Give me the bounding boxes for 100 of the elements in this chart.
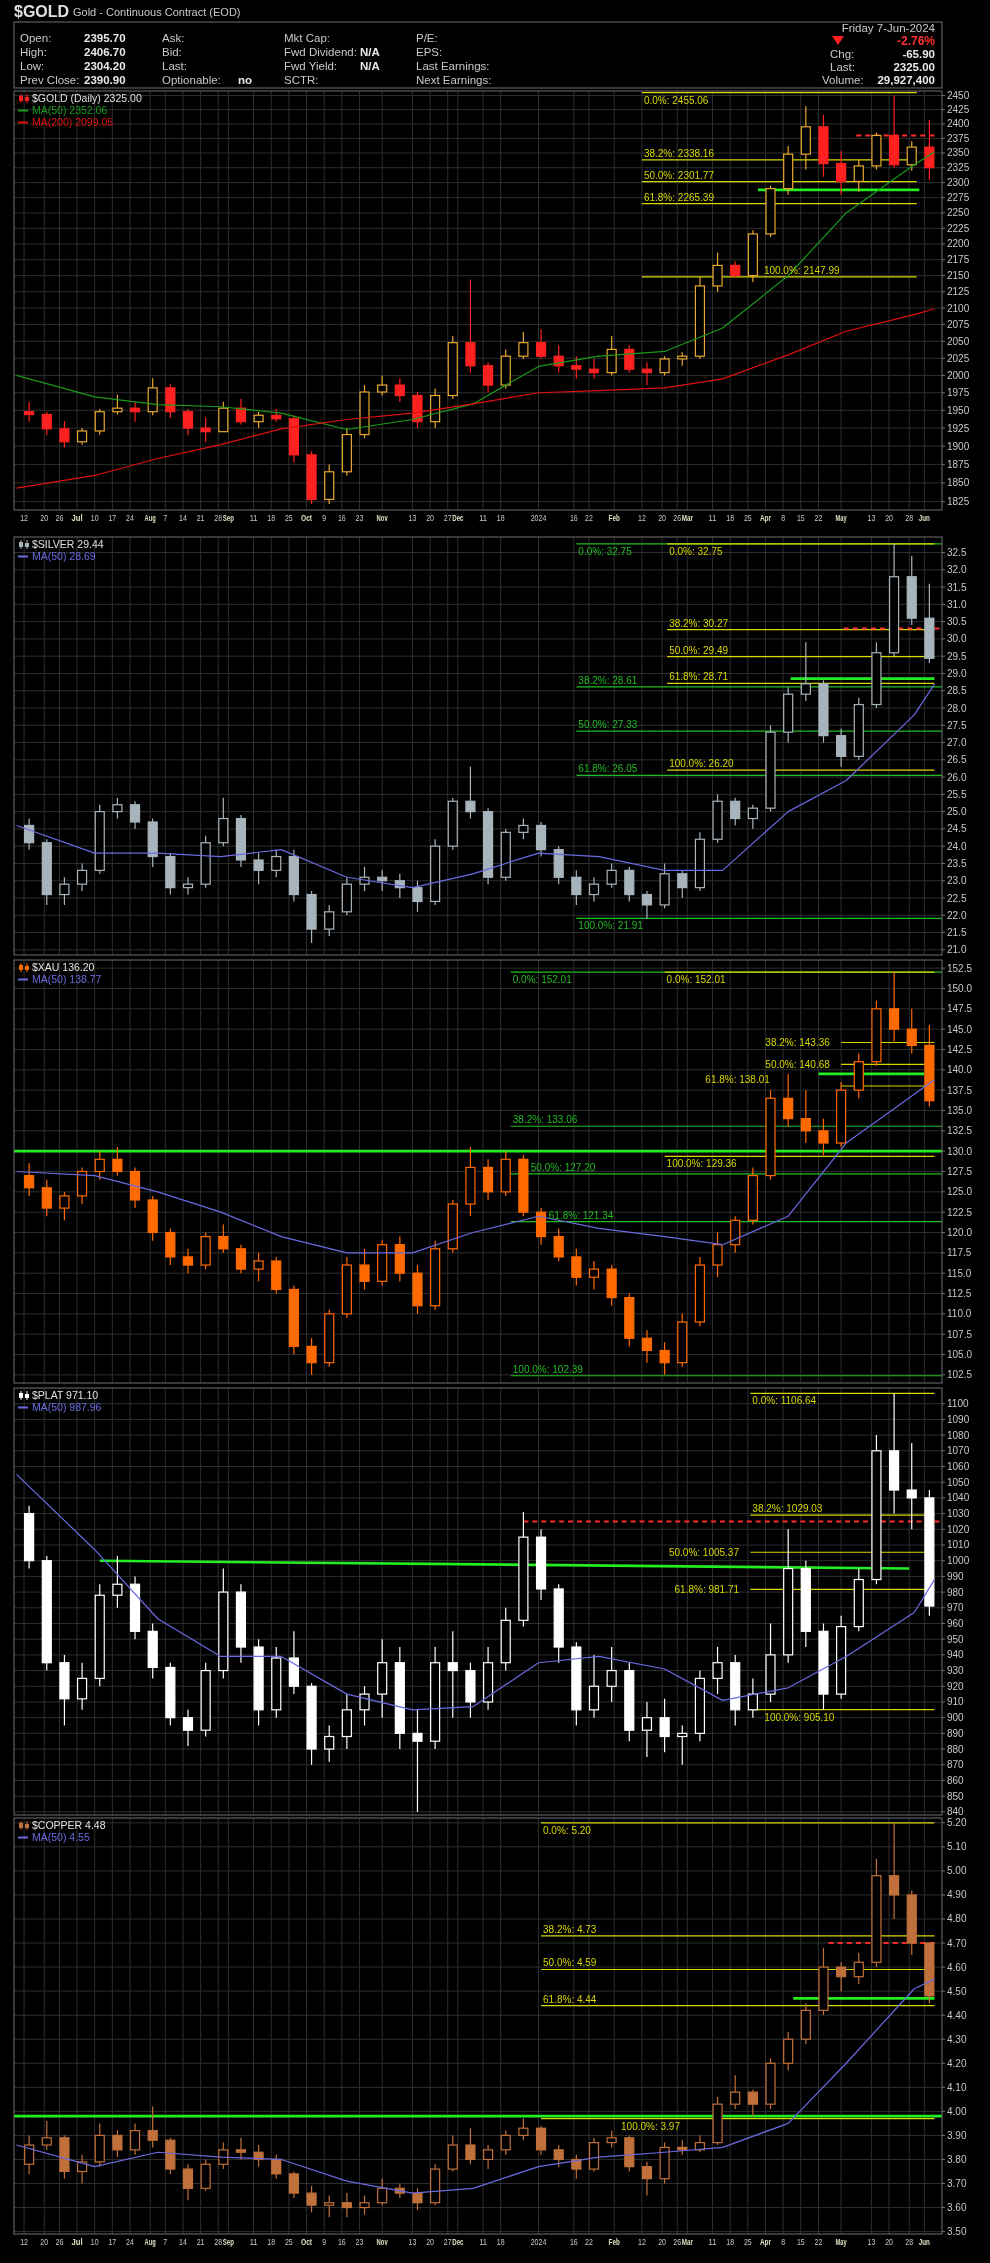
series-label: 38.2%: 4.73 bbox=[543, 1923, 597, 1935]
y-tick-label: 2400 bbox=[947, 118, 970, 130]
x-tick-label: 24 bbox=[126, 2237, 137, 2247]
y-tick-label: 950 bbox=[947, 1633, 965, 1645]
x-tick-label: 2024 bbox=[530, 2237, 551, 2247]
x-tick-label: 28 bbox=[905, 2237, 916, 2247]
y-tick-label: 1950 bbox=[947, 404, 970, 416]
y-tick-label: 4.50 bbox=[947, 1985, 967, 1997]
y-tick-label: 27.0 bbox=[947, 737, 967, 749]
y-tick-label: 910 bbox=[947, 1696, 965, 1708]
x-tick-label: May bbox=[835, 2237, 854, 2247]
text: Open: 2395.70 bbox=[20, 32, 126, 44]
y-tick-label: 23.0 bbox=[947, 875, 967, 887]
x-tick-label: 23 bbox=[355, 513, 366, 523]
y-tick-label: 2225 bbox=[947, 222, 970, 234]
x-tick-label: Mar bbox=[681, 513, 698, 523]
legend-label: MA(50) 138.77 bbox=[32, 973, 102, 985]
y-tick-label: 1100 bbox=[947, 1398, 969, 1410]
series-label: 0.0%: 5.20 bbox=[543, 1824, 592, 1836]
y-tick-label: 29.0 bbox=[947, 667, 967, 679]
x-tick-label: Apr bbox=[759, 2237, 776, 2247]
y-tick-label: 4.30 bbox=[947, 2033, 967, 2045]
y-tick-label: 3.50 bbox=[947, 2226, 967, 2238]
y-tick-label: 1050 bbox=[947, 1476, 970, 1488]
text: EPS: bbox=[416, 46, 443, 58]
y-tick-label: 26.5 bbox=[947, 754, 967, 766]
x-tick-label: 22 bbox=[585, 513, 596, 523]
x-tick-label: Dec bbox=[452, 2237, 469, 2247]
y-tick-label: 2350 bbox=[947, 147, 970, 159]
legend-label: $GOLD (Daily) 2325.00 bbox=[32, 92, 142, 104]
x-tick-label: 20 bbox=[426, 513, 437, 523]
y-tick-label: 140.0 bbox=[947, 1064, 973, 1076]
y-tick-label: 960 bbox=[947, 1617, 965, 1629]
y-tick-label: 5.10 bbox=[947, 1841, 967, 1853]
text: High: 2406.70 bbox=[20, 46, 126, 58]
y-tick-label: 2025 bbox=[947, 352, 970, 364]
text: -2.76% bbox=[896, 34, 936, 48]
text: Fwd Yield: N/A bbox=[284, 60, 380, 72]
y-tick-label: 147.5 bbox=[947, 1003, 973, 1015]
y-tick-label: 870 bbox=[947, 1759, 965, 1771]
x-tick-label: 22 bbox=[585, 2237, 596, 2247]
x-tick-label: Jun bbox=[918, 513, 935, 523]
y-tick-label: 2325 bbox=[947, 162, 970, 174]
text: 61.8%: 138.01 bbox=[705, 1074, 771, 1086]
series-label: 61.8%: 26.05 bbox=[578, 763, 638, 775]
y-tick-label: 3.90 bbox=[947, 2129, 967, 2141]
y-tick-label: 28.5 bbox=[947, 685, 967, 697]
legend-label: $SILVER 29.44 bbox=[32, 538, 104, 550]
y-tick-label: 30.5 bbox=[947, 616, 967, 628]
x-tick-label: Nov bbox=[376, 513, 394, 523]
x-tick-label: 25 bbox=[284, 2237, 295, 2247]
y-tick-label: 4.60 bbox=[947, 1961, 967, 1973]
y-tick-label: 125.0 bbox=[947, 1186, 973, 1198]
x-tick-label: 20 bbox=[426, 2237, 437, 2247]
x-tick-label: 21 bbox=[196, 513, 207, 523]
series-label: 0.0%: 1106.64 bbox=[752, 1395, 817, 1407]
y-tick-label: 1070 bbox=[947, 1445, 970, 1457]
x-tick-label: 2024 bbox=[530, 513, 551, 523]
y-tick-label: 102.5 bbox=[947, 1369, 973, 1381]
text: Next Earnings: bbox=[416, 74, 492, 86]
y-tick-label: 107.5 bbox=[947, 1328, 973, 1340]
y-tick-label: 28.0 bbox=[947, 702, 967, 714]
x-tick-label: 18 bbox=[267, 2237, 278, 2247]
y-tick-label: 1090 bbox=[947, 1413, 970, 1425]
x-tick-label: 17 bbox=[108, 2237, 119, 2247]
x-tick-label: Nov bbox=[376, 2237, 394, 2247]
x-tick-label: Apr bbox=[759, 513, 776, 523]
x-tick-label: 11 bbox=[249, 2237, 260, 2247]
text: P/E: bbox=[416, 32, 438, 44]
y-tick-label: 4.00 bbox=[947, 2105, 967, 2117]
y-tick-label: 1925 bbox=[947, 422, 970, 434]
legend-label: MA(200) 2099.05 bbox=[32, 116, 114, 128]
series-label: 50.0%: 2301.77 bbox=[643, 169, 715, 181]
y-tick-label: 890 bbox=[947, 1727, 965, 1739]
y-tick-label: 2250 bbox=[947, 207, 970, 219]
y-tick-label: 4.90 bbox=[947, 1889, 967, 1901]
x-tick-label: 16 bbox=[569, 513, 580, 523]
y-tick-label: 4.20 bbox=[947, 2057, 967, 2069]
x-tick-label: Jul bbox=[71, 2237, 85, 2247]
series-label: 0.0%: 32.75 bbox=[669, 545, 723, 557]
x-tick-label: 21 bbox=[196, 2237, 207, 2247]
x-tick-label: 10 bbox=[90, 2237, 101, 2247]
x-tick-label: 22 bbox=[814, 2237, 825, 2247]
legend-label: $XAU 136.20 bbox=[32, 961, 95, 973]
y-tick-label: 142.5 bbox=[947, 1043, 973, 1055]
x-tick-label: 28 bbox=[905, 513, 916, 523]
x-tick-label: 8 bbox=[781, 513, 787, 523]
x-tick-label: 9 bbox=[322, 513, 328, 523]
y-tick-label: 21.0 bbox=[947, 944, 967, 956]
series-label: 38.2%: 30.27 bbox=[669, 617, 729, 629]
y-tick-label: 920 bbox=[947, 1680, 965, 1692]
text: Optionable: no bbox=[162, 74, 253, 86]
y-tick-label: 122.5 bbox=[947, 1206, 973, 1218]
legend-label: MA(50) 4.55 bbox=[32, 1831, 90, 1843]
y-tick-label: 23.5 bbox=[947, 857, 967, 869]
text: Chg: -65.90 bbox=[830, 48, 935, 60]
y-tick-label: 29.5 bbox=[947, 650, 967, 662]
legend-label: $COPPER 4.48 bbox=[32, 1819, 106, 1831]
y-tick-label: 970 bbox=[947, 1602, 965, 1614]
x-tick-label: 13 bbox=[867, 2237, 878, 2247]
